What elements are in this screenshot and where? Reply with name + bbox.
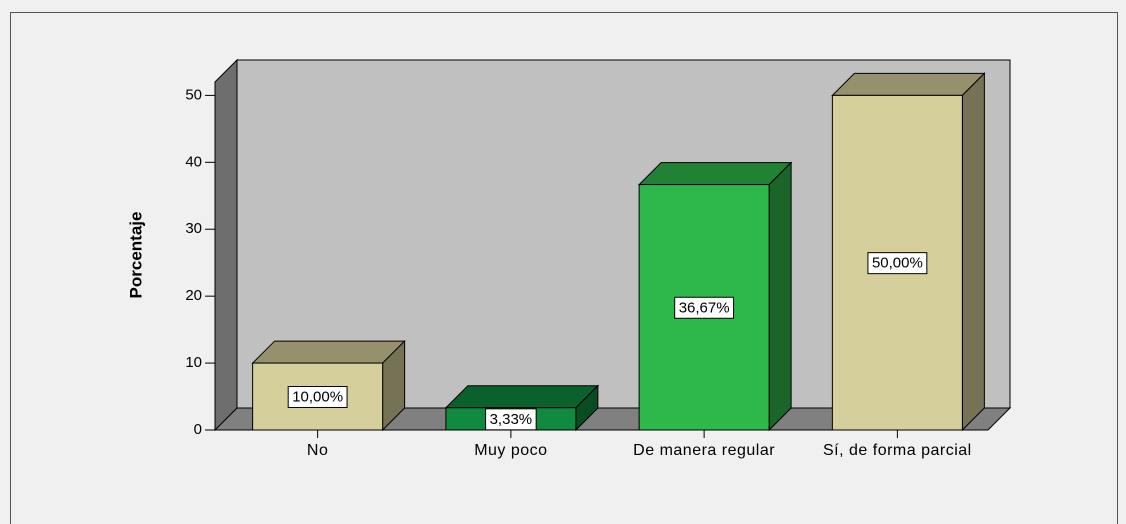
value-label: 3,33% <box>490 411 533 428</box>
y-tick-label: 0 <box>194 421 202 438</box>
y-tick-label: 10 <box>185 354 202 371</box>
bar-top <box>831 72 986 96</box>
value-label-box <box>674 296 735 319</box>
bar: 3,33% <box>444 384 600 432</box>
value-label-box <box>867 252 928 275</box>
bar-top <box>444 385 600 409</box>
value-label: 10,00% <box>292 389 343 406</box>
value-label-box <box>287 386 348 409</box>
bar-side <box>961 72 985 432</box>
value-label: 50,00% <box>872 255 923 272</box>
bar-top <box>637 162 793 186</box>
y-tick-label: 40 <box>185 153 202 170</box>
y-axis-label: Porcentaje <box>126 212 145 299</box>
bar: 36,67% <box>637 161 793 432</box>
y-tick-label: 50 <box>185 86 202 103</box>
x-tick-label: Muy poco <box>474 442 548 459</box>
x-tick-label: No <box>306 442 329 459</box>
bar: 50,00% <box>831 72 986 432</box>
bar: 10,00% <box>251 339 406 432</box>
bar-top <box>251 340 406 364</box>
y-tick-label: 30 <box>185 220 202 237</box>
y-tick-label: 20 <box>185 287 202 304</box>
x-tick-label: De manera regular <box>633 442 776 459</box>
value-label: 36,67% <box>679 299 730 316</box>
left-wall <box>214 58 238 432</box>
bar-side <box>768 161 792 432</box>
value-label-box <box>485 408 537 431</box>
x-tick-label: Sí, de forma parcial <box>823 442 972 459</box>
